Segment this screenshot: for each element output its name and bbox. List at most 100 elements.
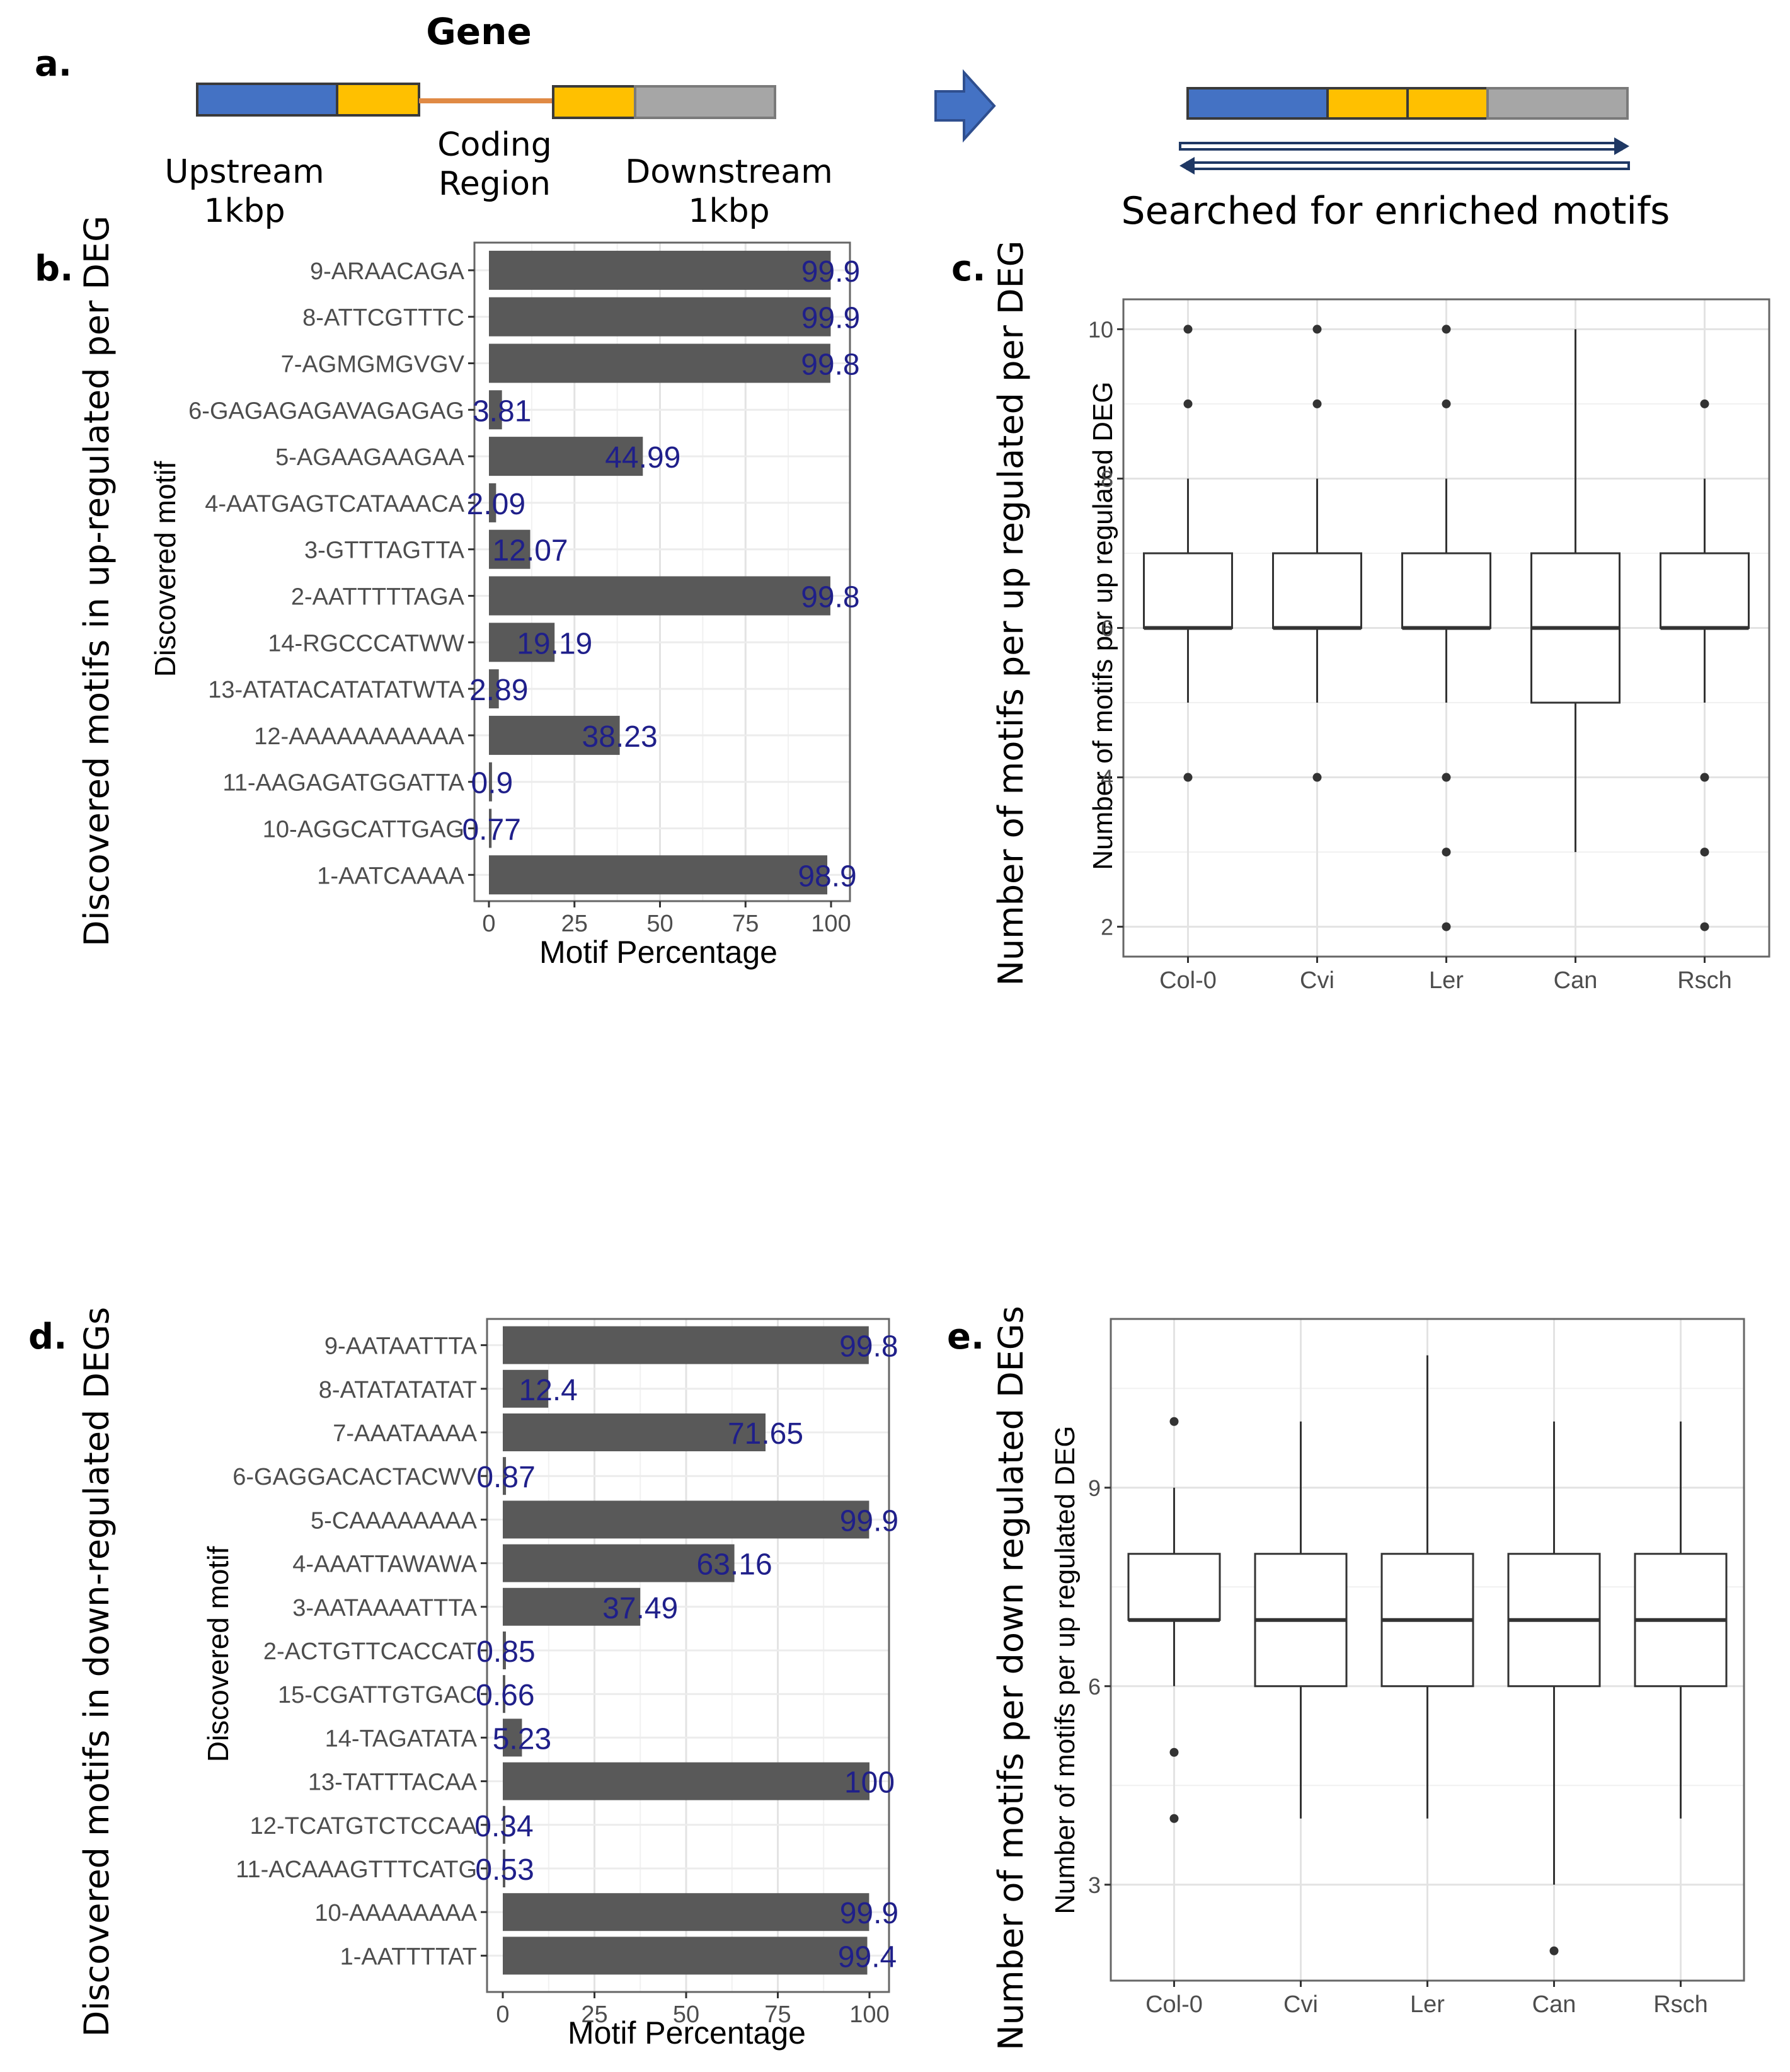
panel-c-iqr-box [1401, 552, 1491, 630]
panel-d-value-label: 5.23 [493, 1722, 551, 1756]
merged-exon-2-segment [1406, 87, 1489, 120]
panel-d-value-label: 0.87 [476, 1461, 535, 1494]
panel-d-category-labels: 9-AATAATTTA 8-ATATATATAT 7-AAATAAAA 6-GAGGA… [232, 1333, 487, 1970]
panel-c-x-tick-label: Cvi [1300, 967, 1334, 994]
panel-b-x-tick-label: 100 [811, 911, 851, 937]
panel-a-label: a. [35, 43, 72, 84]
panel-b-x-tick-label: 0 [482, 911, 495, 937]
panel-c-outlier-point [1700, 399, 1709, 408]
panel-d-category-label: 13-TATTTACAA [308, 1770, 478, 1796]
panel-b-category-label: 10-AGGCATTGAG [263, 817, 464, 843]
panel-b-category-label: 3-GTTTAGTTA [304, 538, 465, 564]
panel-c-up-boxplot: c. Number of motifs per up regulated per… [951, 240, 1770, 994]
panel-d-bar [503, 1369, 549, 1408]
panel-a-gene-schematic: a. Gene Upstream 1kbp Coding Region Down… [35, 10, 1670, 233]
panel-c-x-tick-label: Rsch [1677, 967, 1732, 994]
panel-b-bar [489, 762, 492, 802]
panel-b-value-label: 0.9 [471, 767, 513, 800]
panel-e-box [1507, 1421, 1601, 1955]
panel-c-outlier-point [1312, 399, 1322, 408]
panel-c-x-tick-label: Col-0 [1159, 967, 1217, 994]
panel-d-value-labels: 99.8 12.4 71.65 0.87 99.9 63.16 37.49 0.85 0.66 5… [474, 1330, 898, 1974]
upstream-segment [196, 83, 338, 117]
panel-b-category-label: 6-GAGAGAGAVAGAGAG [188, 398, 464, 424]
downstream-label-line1: Downstream [625, 153, 833, 191]
panel-c-outlier-point [1442, 922, 1451, 931]
panel-b-x-tick-label: 75 [732, 911, 759, 937]
panel-b-bar [489, 437, 643, 476]
panel-d-bar [503, 1544, 735, 1582]
panel-b-grid [474, 243, 850, 901]
panel-c-ticks: 2 4 6 8 10 Col-0 Cvi Ler Can Rsch [1088, 316, 1732, 994]
panel-b-value-label: 38.23 [582, 720, 658, 754]
panel-b-category-labels: 9-ARAACAGA 8-ATTCGTTTC 7-AGMGMGVGV 6-GAGAGA… [188, 258, 474, 889]
panel-d-bar [503, 1805, 505, 1844]
panel-b-value-label: 99.8 [801, 348, 859, 382]
panel-b-category-label: 1-AATCAAAA [317, 863, 464, 889]
panel-d-x-axis-label: Motif Percentage [568, 2015, 806, 2051]
panel-b-category-label: 7-AGMGMGVGV [281, 352, 465, 378]
panel-b-category-label: 13-ATATACATATATWTA [208, 677, 464, 703]
panel-d-category-label: 12-TCATGTCTCCAA [250, 1813, 478, 1839]
panel-c-x-tick-label: Ler [1429, 967, 1464, 994]
panel-d-category-label: 8-ATATATATAT [319, 1377, 477, 1403]
panel-b-value-label: 12.07 [492, 534, 568, 568]
panel-d-value-label: 99.9 [840, 1504, 898, 1538]
panel-b-category-label: 8-ATTCGTTTC [302, 305, 464, 331]
panel-d-value-label: 0.85 [476, 1635, 535, 1669]
panel-d-value-label: 0.66 [476, 1679, 534, 1712]
panel-c-y-tick-label: 2 [1101, 914, 1113, 940]
panel-d-value-label: 37.49 [602, 1592, 678, 1625]
panel-d-x-tick-label: 50 [673, 2001, 699, 2028]
panel-e-down-boxplot: e. Number of motifs per down regulated D… [947, 1306, 1745, 2051]
panel-d-category-label: 3-AATAAAATTTA [292, 1595, 477, 1621]
panel-b-bar [489, 855, 828, 895]
panel-b-bar [489, 669, 499, 709]
panel-b-bar [489, 250, 831, 290]
panel-b-x-ticks: 0 25 50 75 100 [482, 901, 851, 937]
panel-d-bar [503, 1587, 641, 1626]
panel-b-bar [489, 390, 502, 430]
panel-d-bar [503, 1457, 507, 1495]
upstream-label-line2: 1kbp [204, 192, 285, 230]
panel-c-y-tick-label: 8 [1101, 466, 1113, 492]
panel-b-label: b. [35, 248, 73, 289]
panel-c-outlier-point [1442, 325, 1451, 334]
panel-e-outlier-point [1169, 1814, 1179, 1823]
panel-b-bar [489, 809, 492, 848]
panel-c-outlier-point [1312, 773, 1322, 782]
panel-d-x-tick-label: 100 [849, 2001, 889, 2028]
panel-d-category-label: 11-ACAAAGTTTCATG [236, 1856, 477, 1883]
panel-b-value-label: 99.9 [801, 255, 860, 289]
panel-c-label: c. [951, 248, 985, 289]
panel-b-value-label: 19.19 [517, 627, 592, 660]
panel-b-bar [489, 343, 830, 383]
panel-c-outlier-point [1183, 325, 1193, 334]
panel-e-x-tick-label: Col-0 [1145, 1991, 1203, 2018]
panel-e-outer-title: Number of motifs per down regulated DEGs [991, 1306, 1031, 2051]
panel-c-x-tick-label: Can [1554, 967, 1598, 994]
panel-e-box [1254, 1421, 1348, 1819]
panel-d-x-tick-label: 0 [496, 2001, 509, 2028]
panel-c-outlier-point [1442, 773, 1451, 782]
panel-b-category-label: 9-ARAACAGA [310, 258, 465, 285]
panel-b-category-label: 12-AAAAAAAAAAA [254, 723, 464, 750]
panel-b-up-motif-bar-chart: b. Discovered motifs in up-regulated per… [35, 216, 860, 970]
panel-e-x-tick-label: Cvi [1283, 1991, 1318, 2018]
panel-c-box [1530, 329, 1621, 853]
panel-d-category-label: 10-AAAAAAAA [314, 1900, 477, 1926]
panel-b-value-label: 2.89 [469, 674, 528, 707]
panel-d-bar [503, 1850, 505, 1887]
panel-b-bar [489, 529, 531, 569]
panel-e-box [1380, 1355, 1474, 1819]
panel-d-bars [503, 1326, 869, 1975]
panel-c-y-tick-label: 10 [1088, 316, 1113, 342]
panel-d-bar [503, 1675, 505, 1713]
panel-d-down-motif-bar-chart: d. Discovered motifs in down-regulated D… [28, 1307, 898, 2051]
panel-d-value-label: 0.34 [474, 1810, 533, 1843]
panel-d-value-label: 71.65 [728, 1417, 803, 1451]
panel-d-x-tick-label: 75 [764, 2001, 791, 2028]
panel-c-iqr-box [1660, 552, 1750, 630]
panel-e-y-tick-label: 6 [1088, 1674, 1101, 1700]
